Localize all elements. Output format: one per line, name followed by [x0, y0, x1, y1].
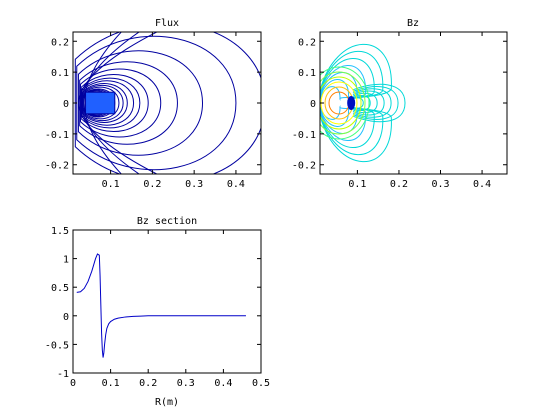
section-xlabel: R(m) — [155, 397, 179, 408]
bz-contours — [320, 43, 406, 163]
flux-contour-line — [82, 86, 120, 120]
bz-ytick-label: -0.1 — [292, 130, 316, 141]
bz-ytick-label: 0.2 — [298, 37, 316, 48]
bz-ytick-label: -0.2 — [292, 161, 316, 172]
section-title: Bz section — [137, 216, 197, 227]
bz-title: Bz — [407, 18, 419, 29]
bz-contour-ring — [320, 71, 366, 135]
flux-plot-area — [74, 32, 261, 174]
section-plot-area — [76, 253, 246, 358]
bz-y-axis: 0.2 0.1 0 -0.1 -0.2 — [292, 37, 507, 172]
section-xtick-label: 0.1 — [102, 378, 120, 389]
section-ytick-label: 0 — [63, 312, 69, 323]
section-xtick-label: 0.3 — [177, 378, 195, 389]
section-ytick-label: -0.5 — [45, 340, 69, 351]
flux-contour-line — [80, 68, 162, 138]
bz-x-axis: 0.1 0.2 0.3 0.4 — [348, 32, 491, 190]
flux-open-contour-line — [78, 32, 158, 174]
flux-ytick-label: 0 — [63, 99, 69, 110]
section-ytick-label: -1 — [57, 369, 69, 380]
bz-contour-ring — [328, 91, 350, 115]
flux-xtick-label: 0.1 — [102, 179, 120, 190]
bz-plot-area — [320, 43, 406, 163]
flux-contour-line — [81, 85, 124, 121]
section-xtick-label: 0 — [70, 378, 76, 389]
flux-x-axis: 0.1 0.2 0.3 0.4 — [102, 32, 245, 190]
flux-contour-line — [81, 80, 135, 126]
section-series-line — [76, 253, 246, 358]
flux-contours — [74, 32, 261, 174]
section-xtick-label: 0.4 — [214, 378, 232, 389]
bz-contour-line-right — [352, 92, 378, 114]
flux-xtick-label: 0.2 — [143, 179, 161, 190]
flux-ytick-label: 0.2 — [51, 37, 69, 48]
bz-xtick-label: 0.4 — [473, 179, 491, 190]
bz-contour-line-right — [352, 86, 399, 120]
bz-xtick-label: 0.1 — [348, 179, 366, 190]
flux-contour-line — [77, 50, 204, 156]
bz-contour-line-right — [352, 95, 371, 111]
bz-panel: Bz 0.1 0.2 0.3 0.4 0.2 0.1 0 -0.1 -0.2 — [292, 18, 508, 190]
bz-contour-ring — [320, 76, 362, 130]
bz-contour-line-right — [352, 88, 392, 118]
flux-open-contour-line — [83, 32, 123, 174]
section-ytick-label: 1.5 — [51, 226, 69, 237]
flux-coil-box — [85, 91, 116, 115]
section-panel: Bz section 0 0.1 0.2 0.3 0.4 0.5 1.5 1 0.5 0 -0.5… — [45, 216, 270, 408]
flux-ytick-label: -0.1 — [45, 130, 69, 141]
flux-contour-line — [79, 61, 178, 145]
flux-open-contour-line — [80, 32, 140, 174]
section-x-axis: 0 0.1 0.2 0.3 0.4 0.5 — [70, 230, 270, 389]
bz-contour-line-right — [352, 90, 385, 116]
bz-xtick-label: 0.2 — [390, 179, 408, 190]
flux-panel: Flux 0.1 0.2 0.3 0.4 0.2 0.1 0 -0.1 -0.2 — [45, 18, 262, 190]
bz-ytick-label: 0 — [310, 99, 316, 110]
flux-xtick-label: 0.3 — [185, 179, 203, 190]
bz-ytick-label: 0.1 — [298, 68, 316, 79]
flux-xtick-label: 0.4 — [227, 179, 245, 190]
bz-xtick-label: 0.3 — [431, 179, 449, 190]
section-xtick-label: 0.5 — [252, 378, 270, 389]
flux-contour-line — [80, 74, 149, 132]
section-xtick-label: 0.2 — [139, 378, 157, 389]
flux-ytick-label: 0.1 — [51, 68, 69, 79]
bz-contour-ring — [320, 66, 370, 140]
flux-y-axis: 0.2 0.1 0 -0.1 -0.2 — [45, 37, 261, 172]
flux-contour-line — [76, 35, 237, 171]
section-ytick-label: 1 — [63, 255, 69, 266]
flux-ytick-label: -0.2 — [45, 161, 69, 172]
flux-contour-line — [81, 77, 141, 129]
section-y-axis: 1.5 1 0.5 0 -0.5 -1 — [45, 226, 261, 380]
section-ytick-label: 0.5 — [51, 283, 69, 294]
flux-contour-line — [81, 83, 128, 123]
bz-core-cold — [347, 96, 356, 110]
flux-title: Flux — [155, 18, 179, 29]
